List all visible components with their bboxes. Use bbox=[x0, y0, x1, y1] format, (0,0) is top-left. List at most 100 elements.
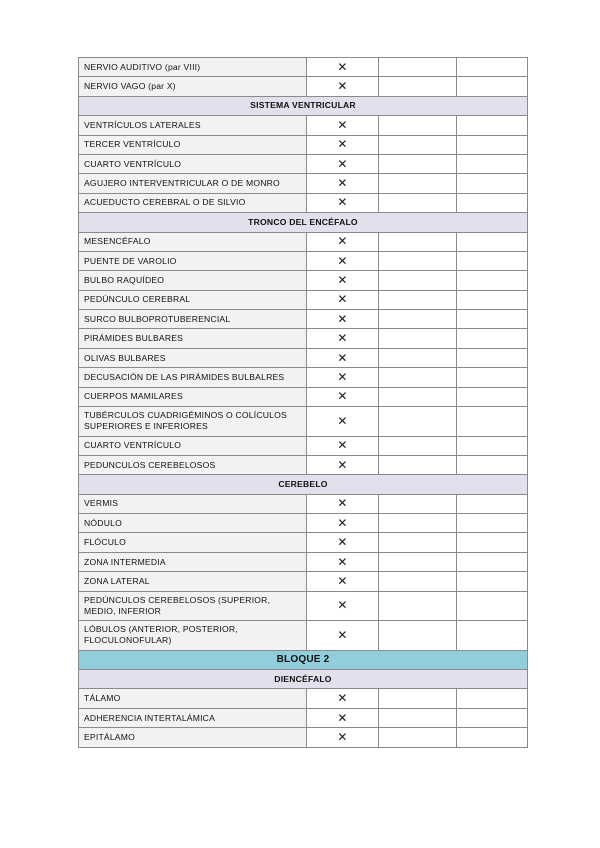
empty-cell[interactable] bbox=[456, 134, 528, 155]
check-cell[interactable]: ✕ bbox=[306, 270, 379, 291]
empty-cell[interactable] bbox=[378, 270, 457, 291]
empty-cell[interactable] bbox=[378, 367, 457, 388]
empty-cell[interactable] bbox=[378, 532, 457, 553]
empty-cell[interactable] bbox=[378, 513, 457, 534]
empty-cell[interactable] bbox=[378, 454, 457, 476]
empty-cell[interactable] bbox=[456, 309, 528, 330]
empty-cell[interactable] bbox=[378, 551, 457, 573]
empty-cell[interactable] bbox=[456, 173, 528, 194]
empty-cell[interactable] bbox=[456, 707, 528, 729]
empty-cell[interactable] bbox=[378, 347, 457, 369]
empty-cell[interactable] bbox=[456, 532, 528, 553]
check-cell[interactable]: ✕ bbox=[306, 571, 379, 592]
empty-cell[interactable] bbox=[378, 309, 457, 330]
empty-cell[interactable] bbox=[378, 76, 457, 97]
empty-cell[interactable] bbox=[378, 406, 457, 437]
check-cell[interactable]: ✕ bbox=[306, 551, 379, 573]
row-label: ACUEDUCTO CEREBRAL O DE SILVIO bbox=[78, 192, 307, 214]
empty-cell[interactable] bbox=[378, 688, 457, 709]
table-row: EPITÁLAMO ✕ bbox=[78, 727, 528, 748]
empty-cell[interactable] bbox=[456, 231, 528, 252]
empty-cell[interactable] bbox=[378, 493, 457, 515]
check-cell[interactable]: ✕ bbox=[306, 173, 379, 194]
check-cell[interactable]: ✕ bbox=[306, 386, 379, 408]
check-cell[interactable]: ✕ bbox=[306, 454, 379, 476]
check-cell[interactable]: ✕ bbox=[306, 513, 379, 534]
empty-cell[interactable] bbox=[378, 590, 457, 622]
check-cell[interactable]: ✕ bbox=[306, 76, 379, 97]
empty-cell[interactable] bbox=[456, 493, 528, 515]
x-mark-icon: ✕ bbox=[337, 627, 348, 642]
check-cell[interactable]: ✕ bbox=[306, 56, 379, 78]
row-label: ADHERENCIA INTERTALÁMICA bbox=[78, 707, 307, 729]
check-cell[interactable]: ✕ bbox=[306, 406, 379, 437]
empty-cell[interactable] bbox=[456, 727, 528, 748]
check-cell[interactable]: ✕ bbox=[306, 192, 379, 214]
empty-cell[interactable] bbox=[456, 289, 528, 311]
check-cell[interactable]: ✕ bbox=[306, 115, 379, 136]
empty-cell[interactable] bbox=[456, 620, 528, 651]
empty-cell[interactable] bbox=[378, 620, 457, 651]
empty-cell[interactable] bbox=[456, 347, 528, 369]
check-cell[interactable]: ✕ bbox=[306, 134, 379, 155]
check-cell[interactable]: ✕ bbox=[306, 435, 379, 456]
table-row: ACUEDUCTO CEREBRAL O DE SILVIO ✕ bbox=[78, 192, 528, 214]
check-cell[interactable]: ✕ bbox=[306, 590, 379, 622]
check-cell[interactable]: ✕ bbox=[306, 688, 379, 709]
check-cell[interactable]: ✕ bbox=[306, 367, 379, 388]
empty-cell[interactable] bbox=[456, 454, 528, 476]
check-cell[interactable]: ✕ bbox=[306, 727, 379, 748]
row-label: EPITÁLAMO bbox=[78, 727, 307, 748]
empty-cell[interactable] bbox=[456, 386, 528, 408]
check-cell[interactable]: ✕ bbox=[306, 289, 379, 311]
empty-cell[interactable] bbox=[456, 571, 528, 592]
table-row: TÁLAMO ✕ bbox=[78, 688, 528, 709]
empty-cell[interactable] bbox=[378, 153, 457, 175]
empty-cell[interactable] bbox=[378, 727, 457, 748]
check-cell[interactable]: ✕ bbox=[306, 153, 379, 175]
empty-cell[interactable] bbox=[456, 153, 528, 175]
check-cell[interactable]: ✕ bbox=[306, 620, 379, 651]
check-cell[interactable]: ✕ bbox=[306, 250, 379, 272]
empty-cell[interactable] bbox=[378, 134, 457, 155]
empty-cell[interactable] bbox=[378, 707, 457, 729]
empty-cell[interactable] bbox=[378, 192, 457, 214]
empty-cell[interactable] bbox=[456, 406, 528, 437]
empty-cell[interactable] bbox=[456, 270, 528, 291]
check-cell[interactable]: ✕ bbox=[306, 707, 379, 729]
empty-cell[interactable] bbox=[378, 250, 457, 272]
empty-cell[interactable] bbox=[456, 76, 528, 97]
empty-cell[interactable] bbox=[378, 571, 457, 592]
empty-cell[interactable] bbox=[378, 173, 457, 194]
empty-cell[interactable] bbox=[456, 56, 528, 78]
table-row: VENTRÍCULOS LATERALES ✕ bbox=[78, 115, 528, 136]
empty-cell[interactable] bbox=[456, 250, 528, 272]
empty-cell[interactable] bbox=[456, 551, 528, 573]
empty-cell[interactable] bbox=[378, 231, 457, 252]
x-mark-icon: ✕ bbox=[337, 311, 348, 326]
check-cell[interactable]: ✕ bbox=[306, 347, 379, 369]
check-cell[interactable]: ✕ bbox=[306, 532, 379, 553]
block-header-row: BLOQUE 2 bbox=[78, 649, 528, 671]
empty-cell[interactable] bbox=[456, 115, 528, 136]
x-mark-icon: ✕ bbox=[337, 331, 348, 346]
empty-cell[interactable] bbox=[378, 289, 457, 311]
empty-cell[interactable] bbox=[456, 192, 528, 214]
check-cell[interactable]: ✕ bbox=[306, 309, 379, 330]
x-mark-icon: ✕ bbox=[337, 573, 348, 588]
empty-cell[interactable] bbox=[378, 328, 457, 349]
x-mark-icon: ✕ bbox=[337, 195, 348, 210]
empty-cell[interactable] bbox=[456, 590, 528, 622]
empty-cell[interactable] bbox=[456, 688, 528, 709]
check-cell[interactable]: ✕ bbox=[306, 328, 379, 349]
empty-cell[interactable] bbox=[456, 513, 528, 534]
empty-cell[interactable] bbox=[456, 367, 528, 388]
empty-cell[interactable] bbox=[456, 435, 528, 456]
empty-cell[interactable] bbox=[456, 328, 528, 349]
empty-cell[interactable] bbox=[378, 435, 457, 456]
check-cell[interactable]: ✕ bbox=[306, 231, 379, 252]
check-cell[interactable]: ✕ bbox=[306, 493, 379, 515]
empty-cell[interactable] bbox=[378, 386, 457, 408]
empty-cell[interactable] bbox=[378, 115, 457, 136]
empty-cell[interactable] bbox=[378, 56, 457, 78]
